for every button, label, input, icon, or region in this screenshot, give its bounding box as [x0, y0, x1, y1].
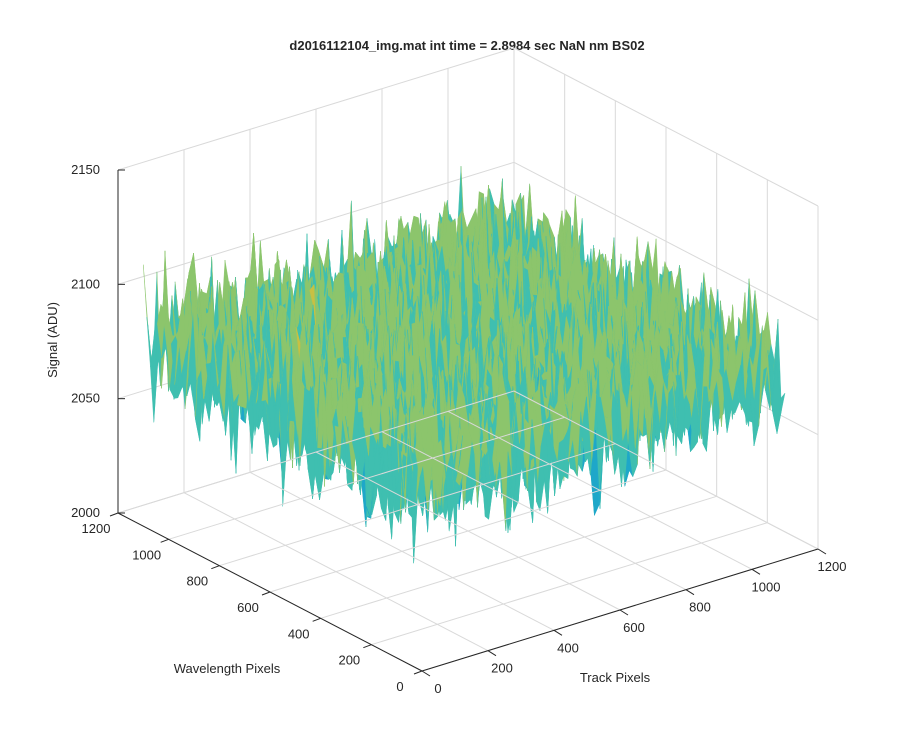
surface-mesh — [143, 166, 785, 563]
chart-title: d2016112104_img.mat int time = 2.8984 se… — [289, 38, 644, 53]
